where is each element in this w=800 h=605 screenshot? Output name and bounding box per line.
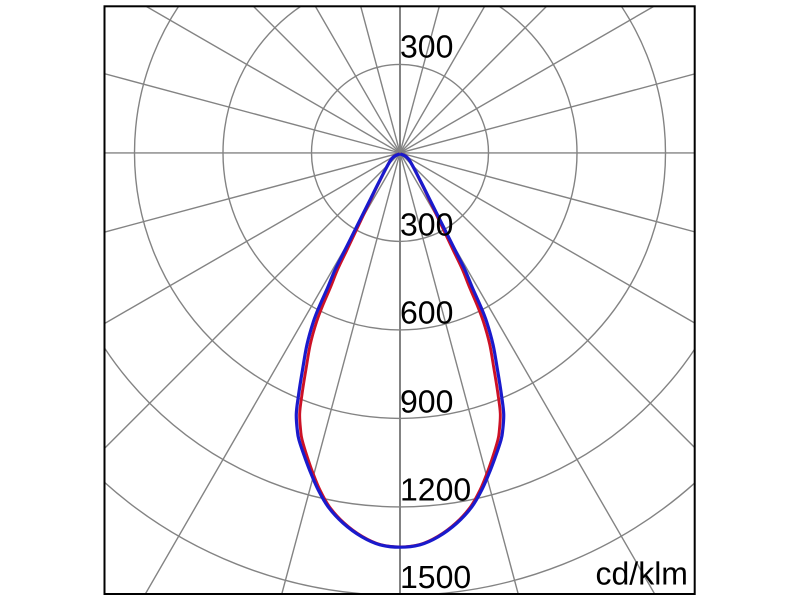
svg-text:300: 300 xyxy=(400,207,453,243)
svg-text:300: 300 xyxy=(400,29,453,65)
svg-text:cd/klm: cd/klm xyxy=(596,556,688,592)
svg-text:900: 900 xyxy=(400,384,453,420)
svg-text:600: 600 xyxy=(400,295,453,331)
svg-text:1200: 1200 xyxy=(400,472,471,508)
svg-text:1500: 1500 xyxy=(400,559,471,595)
